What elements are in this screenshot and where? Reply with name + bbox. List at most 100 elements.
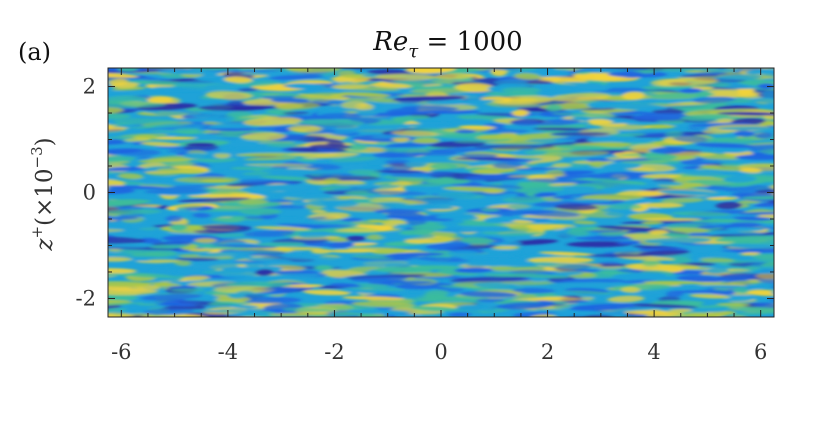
field-streak (676, 275, 726, 283)
field-streak (172, 269, 226, 276)
field-streak (79, 127, 105, 133)
field-streak (638, 250, 690, 256)
field-streak (737, 91, 765, 99)
field-streak (263, 246, 323, 251)
field-streak (254, 226, 311, 231)
field-streak (601, 103, 669, 111)
field-streak (573, 220, 597, 225)
field-streak (243, 216, 270, 220)
field-streak (327, 241, 355, 249)
field-streak (554, 203, 599, 211)
x-tick-label: -4 (218, 340, 238, 364)
field-streak (341, 217, 363, 222)
field-streak (587, 171, 646, 180)
x-tick-label: 6 (754, 340, 767, 364)
field-streak (739, 168, 762, 174)
field-streak (723, 175, 757, 183)
field-streak (108, 229, 124, 233)
field-streak (259, 175, 313, 181)
field-streak (717, 111, 774, 116)
field-streak (687, 62, 707, 68)
field-streak (131, 178, 167, 183)
field-streak (512, 288, 555, 294)
field-streak (562, 290, 614, 295)
field-streak (150, 267, 172, 275)
field-streak (166, 236, 186, 241)
field-streak (211, 217, 243, 223)
field-streak (376, 201, 408, 206)
field-streak (108, 302, 144, 306)
field-streak (108, 112, 132, 120)
field-streak (554, 68, 584, 72)
field-streak (498, 241, 522, 246)
field-streak (695, 71, 728, 76)
field-streak (473, 282, 520, 289)
field-streak (144, 188, 210, 194)
field-streak (207, 128, 255, 132)
field-streak (309, 143, 352, 150)
ylabel-exp: −3 (28, 146, 46, 168)
field-streak (351, 301, 416, 308)
field-streak (743, 269, 774, 275)
field-streak (385, 252, 421, 259)
field-streak (108, 166, 145, 172)
field-streak (499, 280, 555, 286)
field-streak (351, 254, 395, 260)
field-streak (527, 256, 594, 264)
field-streak (157, 69, 222, 75)
field-streak (512, 109, 529, 117)
field-streak (560, 278, 626, 283)
field-streak (282, 62, 332, 67)
field-streak (475, 134, 516, 140)
field-streak (689, 293, 731, 299)
field-streak (434, 73, 475, 80)
field-streak (492, 95, 554, 105)
field-streak (140, 141, 180, 147)
field-streak (84, 112, 104, 116)
field-streak (530, 314, 557, 317)
field-streak (728, 311, 774, 316)
field-streak (282, 307, 335, 313)
field-streak (774, 78, 808, 82)
title-rest: = 1000 (418, 27, 522, 57)
field-streak (459, 153, 499, 158)
field-streak (758, 265, 774, 270)
field-streak (666, 290, 684, 298)
field-streak (728, 244, 774, 249)
field-streak (228, 141, 261, 148)
field-streak (567, 199, 613, 203)
field-streak (108, 209, 161, 215)
field-streak (473, 144, 556, 150)
field-streak (761, 304, 774, 309)
field-streak (117, 149, 161, 156)
field-streak (255, 269, 274, 276)
field-streak (133, 224, 156, 229)
field-streak (660, 197, 705, 204)
field-streak (706, 267, 729, 274)
field-streak (717, 274, 757, 281)
field-streak (734, 130, 755, 137)
field-streak (401, 105, 459, 111)
field-streak (502, 196, 547, 204)
field-streak (345, 143, 368, 151)
field-streak (700, 285, 765, 289)
field-streak (624, 310, 683, 316)
x-tick-labels: -6 -4 -2 0 2 4 6 (111, 340, 767, 364)
field-streak (108, 185, 166, 190)
field-streak (83, 146, 99, 153)
field-streak (754, 132, 774, 139)
field-streak (544, 69, 571, 73)
field-streak (459, 291, 518, 298)
field-streak (395, 205, 439, 211)
field-streak (241, 132, 287, 141)
field-streak (374, 170, 427, 174)
field-streak (532, 127, 591, 131)
field-streak (108, 273, 126, 278)
field-streak (435, 213, 476, 219)
field-streak (674, 317, 711, 323)
field-streak (768, 262, 774, 267)
field-streak (228, 293, 246, 299)
field-streak (420, 199, 462, 204)
field-streak (186, 142, 216, 147)
field-streak (367, 69, 410, 75)
